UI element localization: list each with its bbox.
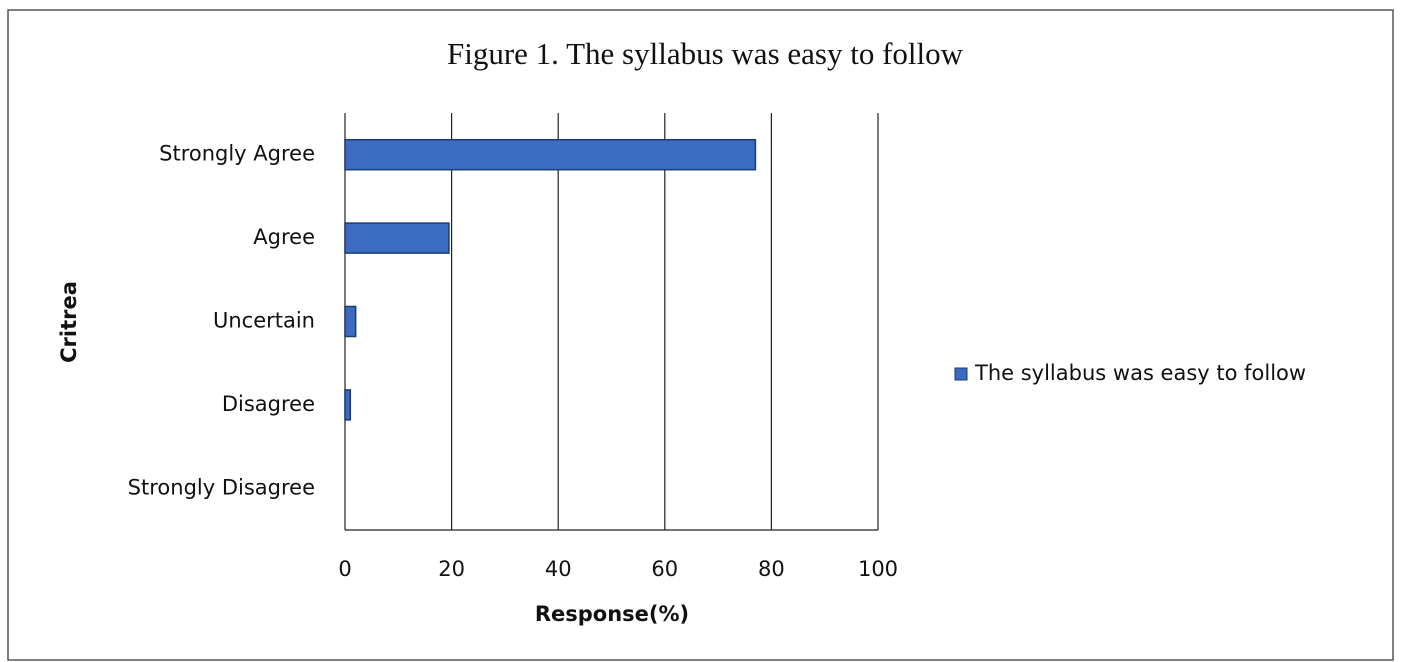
x-tick-label: 60	[651, 557, 678, 581]
x-axis-label: Response(%)	[535, 602, 689, 626]
bar	[344, 138, 757, 171]
y-tick-label: Uncertain	[213, 309, 315, 333]
y-tick-label: Agree	[253, 225, 315, 249]
x-tick-label: 40	[545, 557, 572, 581]
bar	[344, 305, 357, 338]
legend-swatch	[954, 367, 968, 381]
frame	[7, 9, 1394, 661]
x-tick-label: 100	[858, 557, 898, 581]
chart-title: Figure 1. The syllabus was easy to follo…	[447, 36, 964, 71]
x-tick-label: 80	[758, 557, 785, 581]
x-tick-label: 20	[438, 557, 465, 581]
legend-label: The syllabus was easy to follow	[974, 361, 1306, 385]
y-axis-label: Critrea	[57, 281, 81, 363]
y-tick-label: Strongly Disagree	[128, 475, 315, 499]
y-tick-label: Disagree	[222, 392, 315, 416]
bar	[344, 389, 352, 421]
y-tick-label: Strongly Agree	[159, 142, 315, 166]
bar	[344, 222, 450, 254]
x-tick-label: 0	[338, 557, 351, 581]
